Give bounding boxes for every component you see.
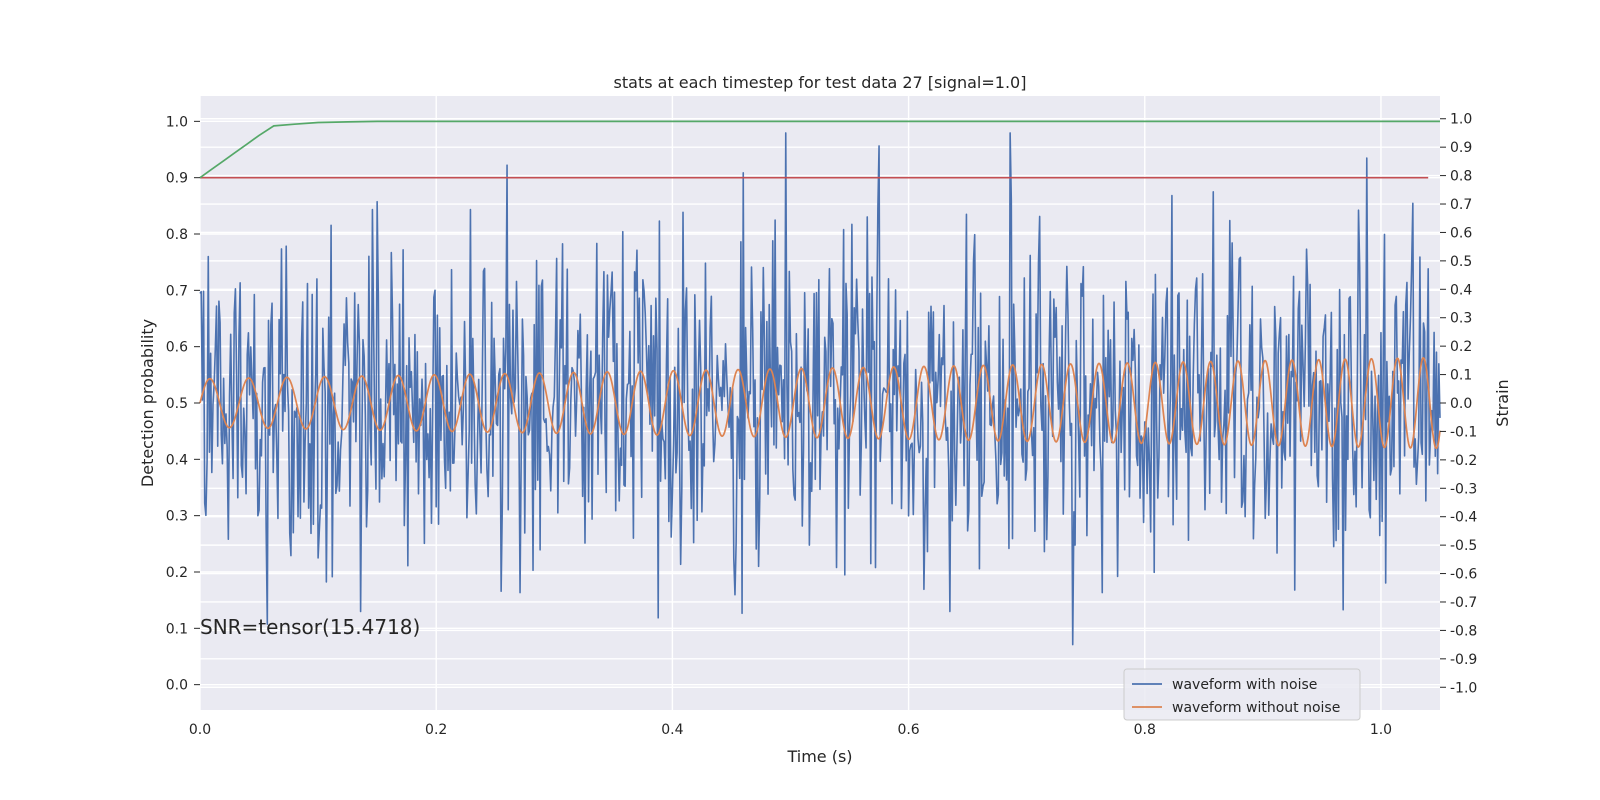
y2-tick-label: 0.0 — [1450, 396, 1472, 412]
y2-tick-label: -0.3 — [1450, 481, 1477, 497]
y2-tick-label: 0.2 — [1450, 339, 1472, 355]
x-axis-title: Time (s) — [786, 747, 852, 766]
y-axis-title: Detection probability — [138, 319, 157, 487]
y2-tick-label: 1.0 — [1450, 112, 1472, 128]
x-tick-label: 0.0 — [189, 722, 211, 738]
y2-tick-label: 0.7 — [1450, 197, 1472, 213]
y2-tick-label: 0.8 — [1450, 169, 1472, 185]
y-tick-label: 0.9 — [166, 171, 188, 187]
y2-tick-labels: -1.0 -0.9 -0.8 -0.7 -0.6 -0.5 -0.4 -0.3 -0.2 -0.1… — [1440, 112, 1477, 696]
series-waveform-without-noise — [199, 356, 1441, 450]
chart-title: stats at each timestep for test data 27 … — [614, 73, 1027, 92]
y2-tick-label: -0.1 — [1450, 424, 1477, 440]
legend-label-clean: waveform without noise — [1172, 700, 1340, 716]
x-tick-labels: 0.0 0.2 0.4 0.6 0.8 1.0 — [189, 722, 1392, 738]
y-tick-label: 0.4 — [166, 452, 188, 468]
y2-tick-label: -1.0 — [1450, 680, 1477, 696]
y2-tick-label: -0.4 — [1450, 510, 1477, 526]
y2-tick-label: -0.5 — [1450, 538, 1477, 554]
y-tick-label: 0.5 — [166, 396, 188, 412]
series-layer — [199, 120, 1441, 646]
y2-tick-label: -0.9 — [1450, 652, 1477, 668]
y-tick-label: 0.0 — [166, 678, 188, 694]
x-tick-label: 0.6 — [897, 722, 919, 738]
series-waveform-with-noise — [199, 132, 1441, 646]
y2-tick-label: -0.6 — [1450, 567, 1477, 583]
x-tick-label: 0.2 — [425, 722, 447, 738]
y2-axis-title: Strain — [1493, 379, 1512, 426]
series-line-0 — [199, 120, 1440, 179]
y-tick-label: 0.6 — [166, 340, 188, 356]
legend-box — [1123, 668, 1361, 721]
y-tick-label: 0.8 — [166, 227, 188, 243]
legend: waveform with noise waveform without noi… — [1123, 668, 1361, 721]
y-tick-label: 1.0 — [166, 114, 188, 130]
x-tick-label: 1.0 — [1370, 722, 1392, 738]
y2-tick-label: 0.3 — [1450, 311, 1472, 327]
y2-tick-label: -0.2 — [1450, 453, 1477, 469]
x-tick-label: 0.4 — [661, 722, 683, 738]
legend-label-noisy: waveform with noise — [1172, 677, 1317, 693]
y2-tick-label: 0.1 — [1450, 368, 1472, 384]
y2-tick-label: 0.5 — [1450, 254, 1472, 270]
snr-annotation: SNR=tensor(15.4718) — [200, 615, 420, 639]
y2-tick-label: 0.9 — [1450, 140, 1472, 156]
y2-tick-label: 0.6 — [1450, 225, 1472, 241]
y-tick-labels: 0.0 0.1 0.2 0.3 0.4 0.5 0.6 0.7 0.8 0.9 1.0 — [166, 114, 200, 694]
x-tick-label: 0.8 — [1134, 722, 1156, 738]
y2-tick-label: -0.7 — [1450, 595, 1477, 611]
y-tick-label: 0.2 — [166, 565, 188, 581]
y-tick-label: 0.7 — [166, 283, 188, 299]
y-tick-label: 0.3 — [166, 509, 188, 525]
y2-tick-label: -0.8 — [1450, 623, 1477, 639]
y2-tick-label: 0.4 — [1450, 282, 1472, 298]
y-tick-label: 0.1 — [166, 621, 188, 637]
